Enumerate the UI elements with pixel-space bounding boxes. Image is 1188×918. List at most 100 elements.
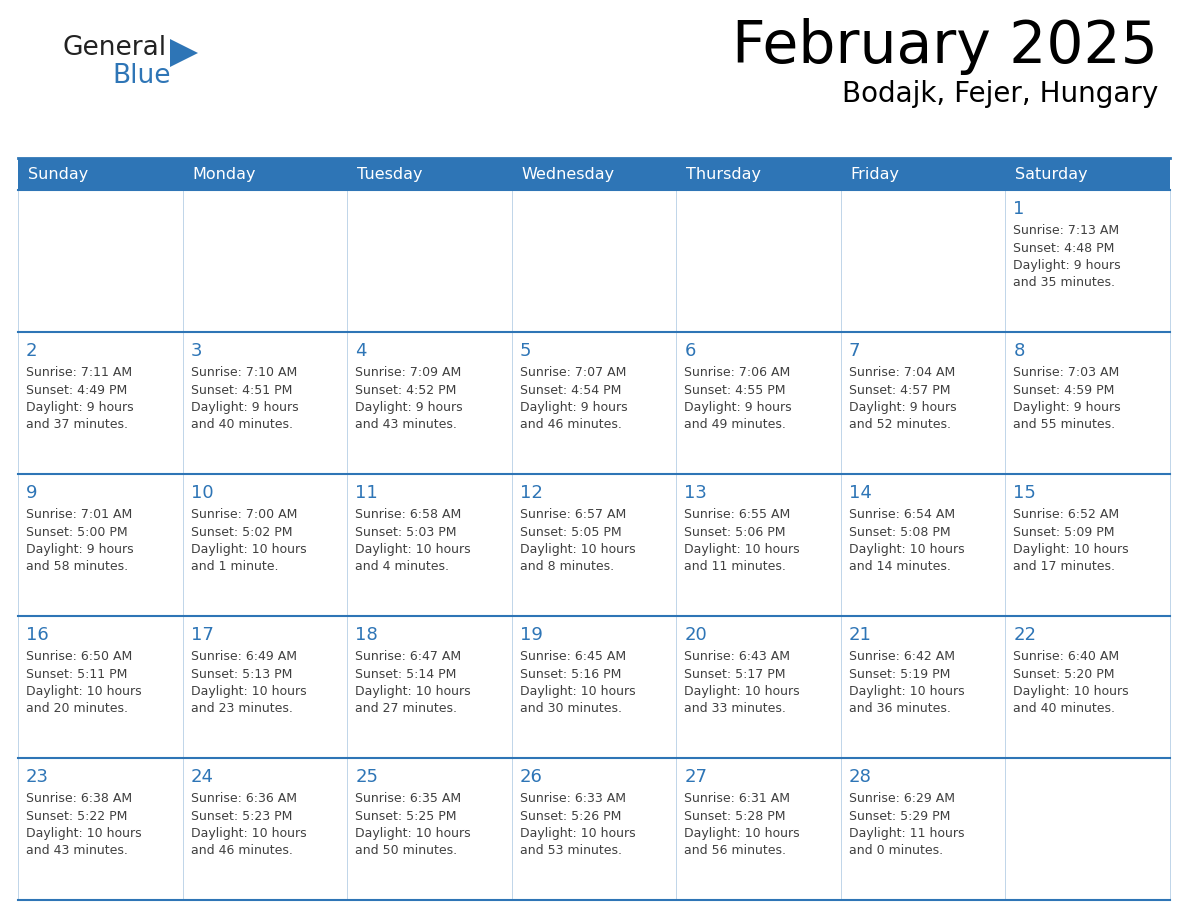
Text: and 56 minutes.: and 56 minutes. [684,845,786,857]
Text: Daylight: 11 hours: Daylight: 11 hours [849,827,965,840]
Text: Sunrise: 6:45 AM: Sunrise: 6:45 AM [519,650,626,663]
Text: 10: 10 [190,484,213,502]
Text: Sunset: 5:03 PM: Sunset: 5:03 PM [355,525,456,539]
Text: Sunrise: 7:11 AM: Sunrise: 7:11 AM [26,366,132,379]
Text: and 33 minutes.: and 33 minutes. [684,702,786,715]
Text: Sunset: 5:14 PM: Sunset: 5:14 PM [355,667,456,680]
Text: 18: 18 [355,626,378,644]
Text: Sunrise: 7:03 AM: Sunrise: 7:03 AM [1013,366,1119,379]
Text: Daylight: 10 hours: Daylight: 10 hours [355,827,470,840]
Text: Daylight: 10 hours: Daylight: 10 hours [849,543,965,556]
Text: and 46 minutes.: and 46 minutes. [519,419,621,431]
Text: Sunrise: 6:40 AM: Sunrise: 6:40 AM [1013,650,1119,663]
Text: Sunset: 5:05 PM: Sunset: 5:05 PM [519,525,621,539]
Text: Sunset: 5:26 PM: Sunset: 5:26 PM [519,810,621,823]
Text: Daylight: 10 hours: Daylight: 10 hours [519,543,636,556]
Text: and 14 minutes.: and 14 minutes. [849,561,950,574]
Text: 17: 17 [190,626,214,644]
Text: 16: 16 [26,626,49,644]
Text: Blue: Blue [112,63,171,89]
Text: and 55 minutes.: and 55 minutes. [1013,419,1116,431]
Text: Sunrise: 6:38 AM: Sunrise: 6:38 AM [26,792,132,805]
Text: Daylight: 9 hours: Daylight: 9 hours [1013,401,1121,414]
Text: Sunrise: 6:52 AM: Sunrise: 6:52 AM [1013,508,1119,521]
Text: Daylight: 10 hours: Daylight: 10 hours [355,685,470,698]
Text: Sunset: 5:09 PM: Sunset: 5:09 PM [1013,525,1114,539]
Text: Daylight: 10 hours: Daylight: 10 hours [26,827,141,840]
Text: Sunrise: 6:33 AM: Sunrise: 6:33 AM [519,792,626,805]
Text: Sunset: 4:51 PM: Sunset: 4:51 PM [190,384,292,397]
Text: 9: 9 [26,484,38,502]
Text: 28: 28 [849,768,872,786]
Text: General: General [62,35,166,61]
Text: Daylight: 10 hours: Daylight: 10 hours [849,685,965,698]
Text: Sunset: 5:11 PM: Sunset: 5:11 PM [26,667,127,680]
Text: 5: 5 [519,342,531,360]
Text: and 4 minutes.: and 4 minutes. [355,561,449,574]
Text: and 0 minutes.: and 0 minutes. [849,845,943,857]
Text: Sunset: 4:48 PM: Sunset: 4:48 PM [1013,241,1114,254]
Text: Sunrise: 6:58 AM: Sunrise: 6:58 AM [355,508,461,521]
Text: Sunset: 4:54 PM: Sunset: 4:54 PM [519,384,621,397]
Text: 12: 12 [519,484,543,502]
Text: Sunrise: 6:50 AM: Sunrise: 6:50 AM [26,650,132,663]
Text: Daylight: 9 hours: Daylight: 9 hours [1013,259,1121,272]
Text: 20: 20 [684,626,707,644]
Text: Sunrise: 7:06 AM: Sunrise: 7:06 AM [684,366,790,379]
Text: Sunrise: 6:43 AM: Sunrise: 6:43 AM [684,650,790,663]
Text: Sunrise: 7:10 AM: Sunrise: 7:10 AM [190,366,297,379]
Text: 24: 24 [190,768,214,786]
Text: Sunset: 5:08 PM: Sunset: 5:08 PM [849,525,950,539]
Text: Monday: Monday [192,166,257,182]
Text: February 2025: February 2025 [732,18,1158,75]
Text: 8: 8 [1013,342,1025,360]
Text: Sunrise: 6:55 AM: Sunrise: 6:55 AM [684,508,790,521]
Text: Daylight: 10 hours: Daylight: 10 hours [684,543,800,556]
Text: Daylight: 10 hours: Daylight: 10 hours [519,685,636,698]
Text: Sunset: 5:22 PM: Sunset: 5:22 PM [26,810,127,823]
Text: Daylight: 9 hours: Daylight: 9 hours [26,401,133,414]
Text: and 27 minutes.: and 27 minutes. [355,702,457,715]
Text: and 58 minutes.: and 58 minutes. [26,561,128,574]
Text: 7: 7 [849,342,860,360]
Text: Sunrise: 7:13 AM: Sunrise: 7:13 AM [1013,224,1119,237]
Text: and 17 minutes.: and 17 minutes. [1013,561,1116,574]
Text: Sunset: 5:28 PM: Sunset: 5:28 PM [684,810,785,823]
Text: 1: 1 [1013,200,1025,218]
Text: Daylight: 10 hours: Daylight: 10 hours [1013,543,1129,556]
Text: Daylight: 10 hours: Daylight: 10 hours [190,685,307,698]
Text: Sunset: 5:16 PM: Sunset: 5:16 PM [519,667,621,680]
Text: Daylight: 9 hours: Daylight: 9 hours [849,401,956,414]
Text: Daylight: 10 hours: Daylight: 10 hours [190,543,307,556]
Text: Sunset: 4:49 PM: Sunset: 4:49 PM [26,384,127,397]
Text: Saturday: Saturday [1016,166,1088,182]
Text: Sunrise: 6:29 AM: Sunrise: 6:29 AM [849,792,955,805]
Text: Sunset: 5:00 PM: Sunset: 5:00 PM [26,525,127,539]
Text: Daylight: 9 hours: Daylight: 9 hours [519,401,627,414]
Text: Daylight: 10 hours: Daylight: 10 hours [26,685,141,698]
Text: Daylight: 10 hours: Daylight: 10 hours [190,827,307,840]
Text: Sunrise: 6:35 AM: Sunrise: 6:35 AM [355,792,461,805]
Text: and 35 minutes.: and 35 minutes. [1013,276,1116,289]
Text: Thursday: Thursday [687,166,762,182]
Text: 6: 6 [684,342,696,360]
Text: Sunset: 5:29 PM: Sunset: 5:29 PM [849,810,950,823]
Text: Daylight: 10 hours: Daylight: 10 hours [355,543,470,556]
Text: and 8 minutes.: and 8 minutes. [519,561,614,574]
Text: 22: 22 [1013,626,1036,644]
Text: Sunrise: 6:57 AM: Sunrise: 6:57 AM [519,508,626,521]
Text: Sunset: 5:06 PM: Sunset: 5:06 PM [684,525,785,539]
Text: Sunrise: 6:36 AM: Sunrise: 6:36 AM [190,792,297,805]
Text: and 37 minutes.: and 37 minutes. [26,419,128,431]
Polygon shape [170,39,198,67]
Text: Wednesday: Wednesday [522,166,615,182]
Text: Bodajk, Fejer, Hungary: Bodajk, Fejer, Hungary [842,80,1158,108]
Text: 14: 14 [849,484,872,502]
Text: and 40 minutes.: and 40 minutes. [1013,702,1116,715]
Text: and 53 minutes.: and 53 minutes. [519,845,621,857]
Text: Daylight: 10 hours: Daylight: 10 hours [519,827,636,840]
Text: Sunset: 5:23 PM: Sunset: 5:23 PM [190,810,292,823]
Text: and 1 minute.: and 1 minute. [190,561,278,574]
Text: Friday: Friday [851,166,899,182]
Text: Sunset: 4:55 PM: Sunset: 4:55 PM [684,384,785,397]
